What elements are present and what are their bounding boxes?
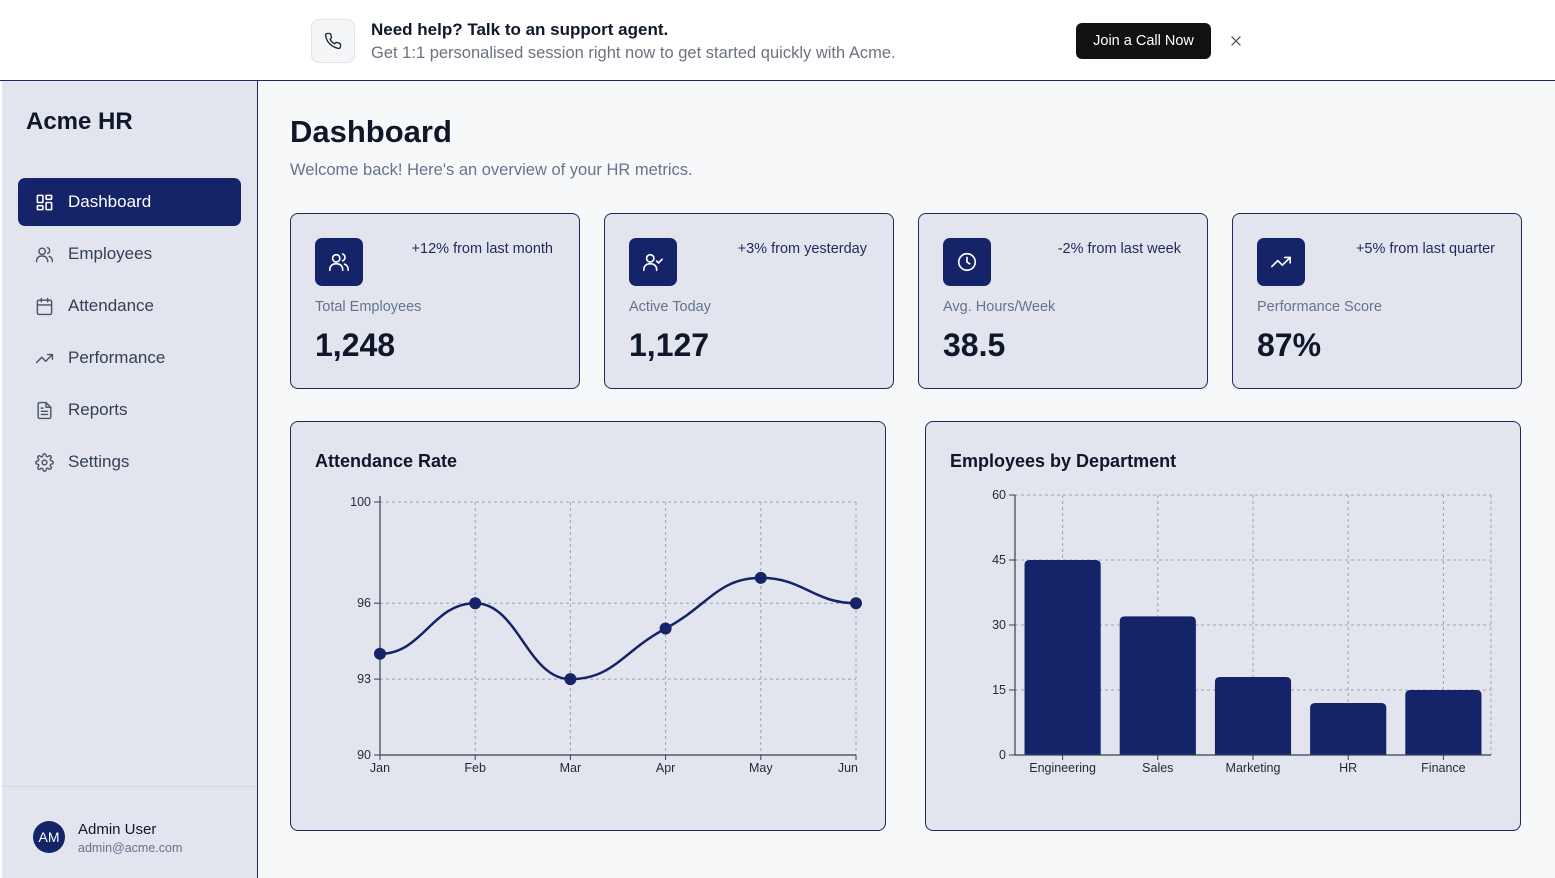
bar	[1214, 677, 1292, 755]
page-title: Dashboard	[290, 114, 452, 149]
bar	[1310, 703, 1387, 755]
data-point	[659, 622, 672, 635]
sidebar-item-reports[interactable]: Reports	[18, 386, 241, 434]
sidebar-item-label: Reports	[68, 400, 128, 419]
chart-title: Attendance Rate	[315, 451, 458, 471]
data-point	[469, 597, 482, 610]
sidebar-item-label: Dashboard	[68, 192, 152, 211]
x-tick-label: Jun	[838, 761, 858, 775]
stat-label: Performance Score	[1257, 299, 1382, 315]
x-tick-label: Feb	[464, 761, 486, 775]
file-text-icon	[35, 401, 54, 420]
trending-up-icon	[35, 349, 54, 368]
y-tick-label: 15	[992, 683, 1006, 697]
stat-value: 38.5	[943, 327, 1006, 363]
user-name: Admin User	[78, 821, 157, 838]
sidebar-item-label: Employees	[68, 244, 153, 263]
data-point	[850, 597, 862, 610]
stat-change: +12% from last month	[411, 241, 553, 257]
avatar: AM	[33, 821, 65, 853]
x-tick-label: Finance	[1421, 761, 1466, 775]
stat-value: 1,127	[629, 327, 710, 363]
main-content: Dashboard Welcome back! Here's an overvi…	[258, 81, 1555, 878]
support-banner: Need help? Talk to an support agent. Get…	[0, 0, 1555, 81]
data-point	[374, 647, 386, 660]
calendar-icon	[35, 297, 54, 316]
join-call-button[interactable]: Join a Call Now	[1076, 23, 1211, 59]
y-tick-label: 100	[350, 495, 371, 509]
sidebar-item-dashboard[interactable]: Dashboard	[18, 178, 241, 226]
close-icon[interactable]	[1226, 31, 1246, 51]
sidebar-item-settings[interactable]: Settings	[18, 438, 241, 486]
sidebar: Acme HR Dashboard Employees Attendance P…	[2, 81, 258, 878]
bar	[1119, 616, 1196, 755]
banner-subtitle: Get 1:1 personalised session right now t…	[371, 44, 896, 62]
y-tick-label: 60	[992, 488, 1006, 502]
stat-card-performance-score: +5% from last quarter Performance Score …	[1232, 213, 1522, 389]
chart-title: Employees by Department	[950, 451, 1177, 471]
attendance-rate-card: Attendance Rate 90 93 96 100 Jan Feb Mar Apr May…	[290, 421, 886, 831]
y-tick-label: 96	[357, 596, 371, 610]
x-tick-label: Jan	[370, 761, 390, 775]
bar	[1405, 690, 1482, 755]
stat-change: -2% from last week	[1057, 241, 1181, 257]
stat-change: +5% from last quarter	[1355, 241, 1495, 257]
x-tick-label: Mar	[560, 761, 582, 775]
stat-label: Total Employees	[315, 299, 422, 315]
stat-value: 87%	[1257, 327, 1322, 363]
brand-logo: Acme HR	[26, 108, 133, 135]
data-point	[754, 571, 767, 584]
dashboard-icon	[35, 193, 54, 212]
employees-by-department-chart: 0 15 30 45 60 Engineering Sales Marketing HR Fina…	[992, 488, 1492, 775]
employees-by-department-card: Employees by Department 0 15 30 45 60 Enginee…	[925, 421, 1521, 831]
data-point	[564, 673, 577, 686]
stat-card-total-employees: +12% from last month Total Employees 1,2…	[290, 213, 580, 389]
sidebar-item-attendance[interactable]: Attendance	[18, 282, 241, 330]
x-tick-label: HR	[1339, 761, 1357, 775]
sidebar-item-performance[interactable]: Performance	[18, 334, 241, 382]
users-icon	[315, 238, 363, 286]
sidebar-item-employees[interactable]: Employees	[18, 230, 241, 278]
trending-up-icon	[1257, 238, 1305, 286]
sidebar-nav: Dashboard Employees Attendance Performan…	[18, 178, 241, 490]
sidebar-item-label: Settings	[68, 452, 130, 471]
stat-label: Avg. Hours/Week	[943, 299, 1056, 315]
stat-value: 1,248	[315, 327, 396, 363]
series-line	[379, 576, 857, 681]
x-tick-label: Engineering	[1029, 761, 1096, 775]
x-tick-label: May	[749, 761, 773, 775]
stat-label: Active Today	[629, 299, 711, 315]
sidebar-item-label: Attendance	[68, 296, 155, 315]
users-icon	[35, 245, 54, 264]
y-tick-label: 93	[357, 672, 371, 686]
stat-card-active-today: +3% from yesterday Active Today 1,127	[604, 213, 894, 389]
attendance-rate-chart: 90 93 96 100 Jan Feb Mar Apr May Jun	[350, 495, 862, 775]
user-check-icon	[629, 238, 677, 286]
banner-title: Need help? Talk to an support agent.	[371, 20, 669, 39]
gear-icon	[35, 452, 54, 472]
user-profile[interactable]: AM Admin User admin@acme.com	[2, 786, 257, 878]
bar	[1024, 560, 1101, 755]
y-tick-label: 90	[357, 748, 371, 762]
x-tick-label: Sales	[1142, 761, 1173, 775]
stat-card-avg-hours: -2% from last week Avg. Hours/Week 38.5	[918, 213, 1208, 389]
page-subtitle: Welcome back! Here's an overview of your…	[290, 161, 693, 179]
user-email: admin@acme.com	[78, 841, 183, 855]
stat-change: +3% from yesterday	[737, 241, 867, 257]
sidebar-item-label: Performance	[68, 348, 166, 367]
y-tick-label: 0	[999, 748, 1006, 762]
y-tick-label: 30	[992, 618, 1006, 632]
y-tick-label: 45	[992, 553, 1006, 567]
clock-icon	[943, 238, 991, 286]
x-tick-label: Marketing	[1226, 761, 1281, 775]
x-tick-label: Apr	[656, 761, 675, 775]
phone-icon	[311, 19, 355, 63]
